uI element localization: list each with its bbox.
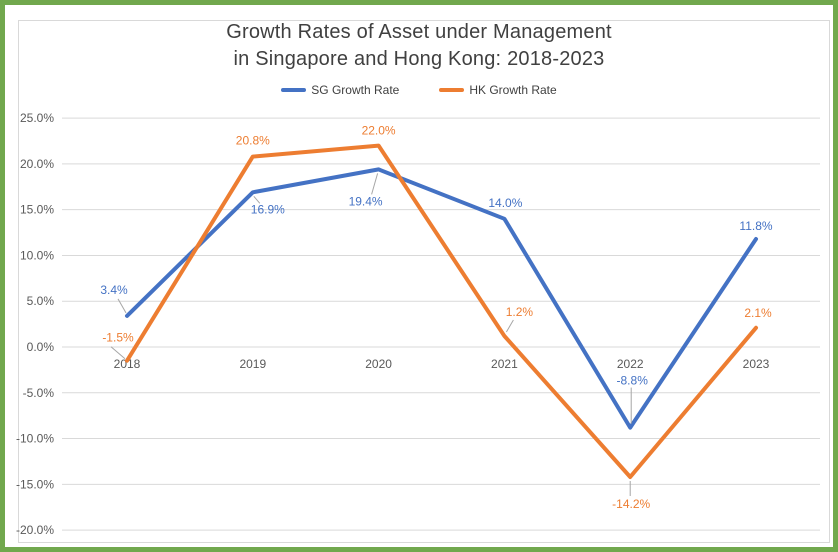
data-label: 14.0%	[488, 196, 522, 210]
y-axis-tick-label: -5.0%	[23, 386, 55, 400]
x-axis-category-label: 2019	[239, 357, 266, 371]
data-label: 22.0%	[362, 124, 396, 138]
data-label: 16.9%	[251, 202, 285, 216]
x-axis-category-label: 2020	[365, 357, 392, 371]
chart-area-border	[18, 20, 830, 543]
x-axis-category-label: 2021	[491, 357, 518, 371]
y-axis-tick-label: 20.0%	[20, 157, 54, 171]
chart-title: Growth Rates of Asset under Management i…	[0, 19, 838, 73]
y-axis-tick-label: 0.0%	[27, 340, 55, 354]
x-axis-category-label: 2022	[617, 357, 644, 371]
y-axis-tick-label: -20.0%	[16, 523, 54, 537]
series-line-sg	[125, 167, 758, 430]
data-label: 2.1%	[744, 306, 772, 320]
data-label: -8.8%	[617, 374, 649, 388]
x-axis-category-label: 2023	[743, 357, 770, 371]
data-label: 1.2%	[506, 305, 534, 319]
legend: SG Growth Rate HK Growth Rate	[0, 83, 838, 97]
data-label-leader-line	[371, 173, 379, 195]
series-line-hk	[125, 143, 758, 479]
y-axis-tick-label: -15.0%	[16, 477, 54, 491]
data-label: 19.4%	[349, 194, 383, 208]
y-axis-tick-label: 10.0%	[20, 248, 54, 262]
chart-title-line2: in Singapore and Hong Kong: 2018-2023	[233, 48, 605, 70]
data-label: 3.4%	[100, 283, 128, 297]
data-label-leader-line	[117, 298, 127, 314]
data-label-leader-line	[253, 195, 261, 204]
data-label: -14.2%	[612, 497, 650, 511]
y-axis-tick-label: -10.0%	[16, 432, 54, 446]
y-axis-tick-label: 15.0%	[20, 203, 54, 217]
chart-title-line1: Growth Rates of Asset under Management	[226, 21, 612, 43]
data-label: 20.8%	[236, 134, 270, 148]
y-axis-tick-label: 25.0%	[20, 111, 54, 125]
legend-label-hk: HK Growth Rate	[469, 83, 557, 97]
legend-swatch-hk-icon	[439, 88, 465, 92]
data-label-leader-line	[505, 319, 514, 333]
legend-swatch-sg-icon	[281, 88, 307, 92]
legend-label-sg: SG Growth Rate	[311, 83, 400, 97]
data-label: -1.5%	[102, 331, 134, 345]
legend-item-sg: SG Growth Rate	[281, 83, 399, 97]
data-label-leader-line	[110, 346, 126, 360]
y-axis-tick-label: 5.0%	[27, 294, 55, 308]
legend-item-hk: HK Growth Rate	[439, 83, 557, 97]
x-axis-category-label: 2018	[114, 357, 141, 371]
data-label: 11.8%	[739, 219, 772, 233]
